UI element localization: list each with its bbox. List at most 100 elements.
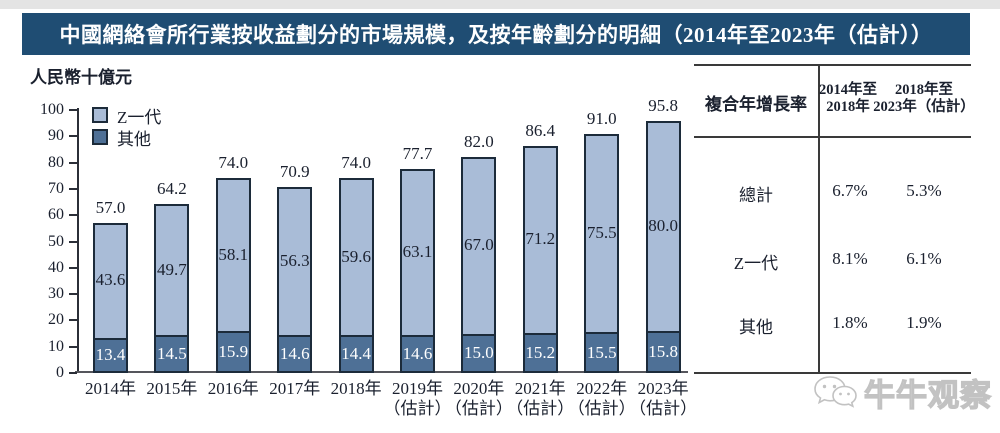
gen-z-value-label-2020年: 67.0 xyxy=(464,235,494,255)
x-axis-label-2016年: 2016年 xyxy=(207,379,259,398)
x-axis-label-2015年: 2015年 xyxy=(146,379,198,398)
total-label-2016年: 74.0 xyxy=(218,153,249,173)
y-axis-label-50: 50 xyxy=(48,232,64,250)
other-value-label-2018年: 14.4 xyxy=(341,344,371,364)
bar-segment-other-2022年 xyxy=(584,332,620,373)
total-label-2014年: 57.0 xyxy=(95,198,126,218)
other-value-label-2014年: 13.4 xyxy=(95,345,126,365)
bar-2014年 xyxy=(93,223,128,373)
y-axis-label-0: 0 xyxy=(56,364,64,381)
other-swatch-icon xyxy=(92,129,108,145)
x-axis-label-2021年: 2021年 （估計） xyxy=(506,379,575,418)
bar-2019年 xyxy=(400,168,435,373)
total-label-2021年: 86.4 xyxy=(525,120,556,140)
cagr-table-column-divider xyxy=(818,64,820,374)
y-axis-label-70: 70 xyxy=(48,179,64,197)
y-axis-tick-80 xyxy=(69,161,77,164)
y-axis-label-30: 30 xyxy=(48,285,64,303)
bar-segment-other-2017年 xyxy=(277,334,313,373)
bar-segment-other-2023年 xyxy=(645,331,681,373)
other-value-label-2020年: 15.0 xyxy=(464,343,494,363)
watermark: 牛牛观察 xyxy=(812,370,992,415)
bar-2018年 xyxy=(338,178,374,373)
y-axis-line xyxy=(77,108,79,373)
bar-2015年 xyxy=(154,204,190,373)
other-value-label-2019年: 14.6 xyxy=(402,343,433,363)
y-axis-label-100: 100 xyxy=(40,101,64,118)
cagr-row-label-gen-z: Z一代 xyxy=(733,254,779,273)
x-axis-label-2017年: 2017年 xyxy=(269,379,321,398)
gen-z-value-label-2022年: 75.5 xyxy=(586,222,617,242)
bar-segment-other-2018年 xyxy=(338,335,374,373)
chart-title-bar: 中國網絡會所行業按收益劃分的市場規模，及按年齡劃分的明細（2014年至2023年… xyxy=(22,13,970,55)
total-label-2022年: 91.0 xyxy=(586,108,617,128)
page-background-strip xyxy=(0,0,1000,9)
bar-segment-other-2020年 xyxy=(461,333,497,373)
gen-z-swatch-icon xyxy=(92,107,108,123)
cagr-total-2018-2023: 5.3% xyxy=(906,181,942,200)
total-label-2019年: 77.7 xyxy=(402,143,433,163)
x-axis-label-2018年: 2018年 xyxy=(330,379,382,398)
other-value-label-2017年: 14.6 xyxy=(279,343,310,363)
y-axis-label-20: 20 xyxy=(48,311,64,329)
y-axis-label-40: 40 xyxy=(48,258,64,276)
chart-title: 中國網絡會所行業按收益劃分的市場規模，及按年齡劃分的明細（2014年至2023年… xyxy=(59,23,933,47)
y-axis-tick-100 xyxy=(69,109,77,111)
y-axis-tick-70 xyxy=(69,187,77,190)
bar-2023年 xyxy=(645,121,681,373)
x-axis-label-2022年: 2022年 （估計） xyxy=(567,379,636,418)
total-label-2020年: 82.0 xyxy=(464,132,494,152)
y-axis-unit-label: 人民幣十億元 xyxy=(30,68,132,87)
bar-segment-other-2016年 xyxy=(215,331,251,373)
total-label-2017年: 70.9 xyxy=(279,161,310,181)
y-axis-label-60: 60 xyxy=(48,206,64,224)
bar-segment-other-2019年 xyxy=(400,334,435,373)
other-value-label-2022年: 15.5 xyxy=(586,342,617,362)
y-axis-tick-0 xyxy=(69,372,77,374)
legend-item-other: 其他 xyxy=(92,127,161,149)
y-axis-label-80: 80 xyxy=(48,153,64,171)
watermark-text: 牛牛观察 xyxy=(863,377,992,413)
x-axis-label-2019年: 2019年 （估計） xyxy=(383,379,452,418)
cagr-other-2018-2023: 1.9% xyxy=(906,313,942,332)
bar-2016年 xyxy=(215,178,251,373)
chart-legend: Z一代 其他 xyxy=(92,105,161,149)
cagr-col-header-2018-2023: 2018年至 2023年（估計） xyxy=(873,82,975,115)
legend-label-gen-z: Z一代 xyxy=(117,107,162,127)
bar-2022年 xyxy=(584,133,620,373)
y-axis-label-10: 10 xyxy=(48,337,64,355)
cagr-table-header-underline xyxy=(694,136,971,138)
gen-z-value-label-2021年: 71.2 xyxy=(525,229,556,249)
bar-2021年 xyxy=(522,145,558,373)
x-axis-label-2020年: 2020年 （估計） xyxy=(444,379,513,418)
other-value-label-2021年: 15.2 xyxy=(525,343,556,362)
y-axis-tick-90 xyxy=(69,135,77,138)
cagr-gen-z-2014-2018: 8.1% xyxy=(832,249,868,268)
y-axis-tick-30 xyxy=(69,293,77,296)
y-axis-tick-50 xyxy=(69,240,77,243)
gen-z-value-label-2018年: 59.6 xyxy=(341,246,371,266)
x-axis-label-2014年: 2014年 xyxy=(85,379,136,398)
total-label-2015年: 64.2 xyxy=(157,179,187,199)
total-label-2023年: 95.8 xyxy=(648,96,678,116)
wechat-icon xyxy=(814,375,857,408)
cagr-col-header-2014-2018: 2014年至 2018年 xyxy=(819,82,877,115)
bar-segment-other-2015年 xyxy=(154,334,190,373)
x-axis-line xyxy=(75,371,688,373)
cagr-table-header: 複合年增長率 xyxy=(705,95,807,114)
cagr-row-label-other: 其他 xyxy=(739,318,773,337)
bar-2020年 xyxy=(461,157,497,373)
other-value-label-2016年: 15.9 xyxy=(218,342,249,362)
y-axis-tick-60 xyxy=(69,214,77,217)
cagr-total-2014-2018: 6.7% xyxy=(832,181,868,200)
other-value-label-2015年: 14.5 xyxy=(157,343,187,363)
gen-z-value-label-2015年: 49.7 xyxy=(157,259,187,279)
y-axis-tick-10 xyxy=(69,345,77,348)
gen-z-value-label-2016年: 58.1 xyxy=(218,244,249,264)
total-label-2018年: 74.0 xyxy=(341,153,371,173)
cagr-gen-z-2018-2023: 6.1% xyxy=(906,249,942,268)
cagr-table-top-border xyxy=(694,64,971,66)
y-axis-label-90: 90 xyxy=(48,127,64,145)
bar-segment-other-2021年 xyxy=(522,333,558,373)
